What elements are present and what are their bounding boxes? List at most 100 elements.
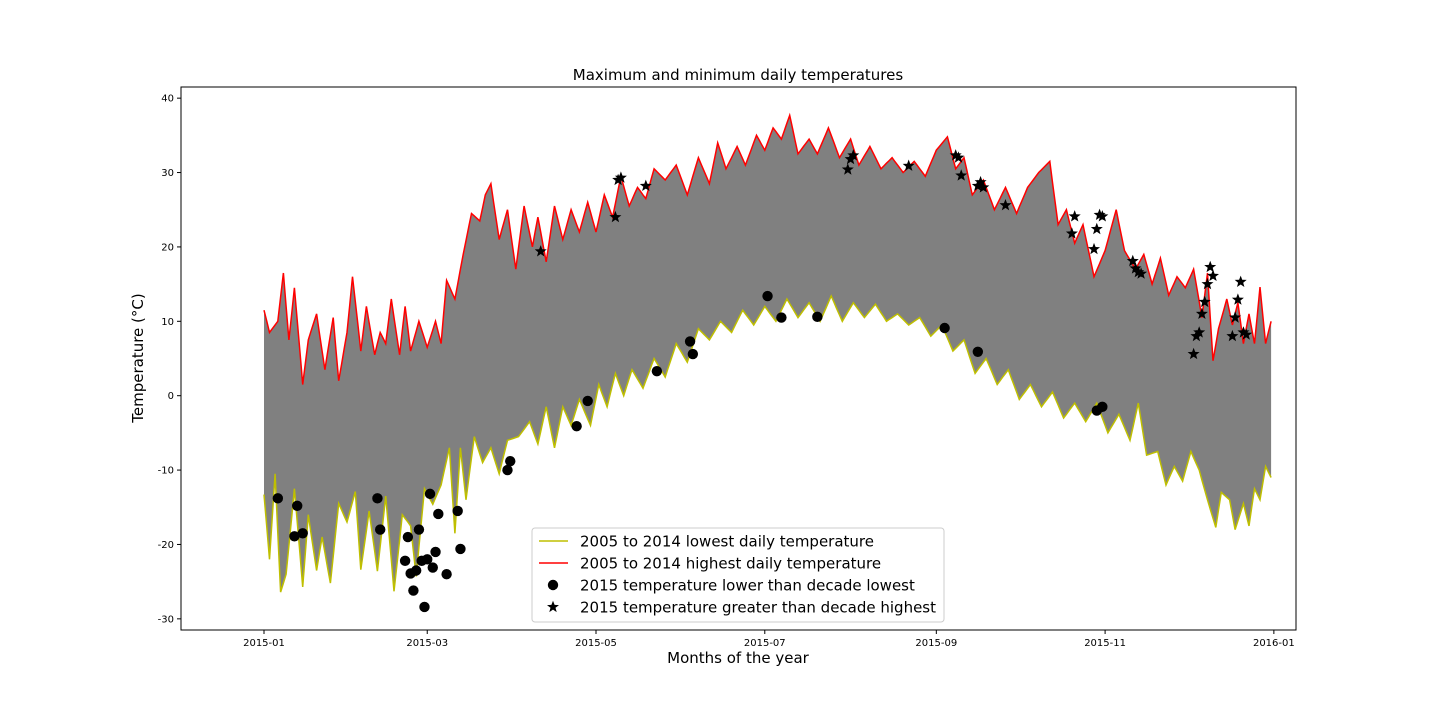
x-tick-label: 2015-11: [1084, 638, 1126, 649]
x-tick-label: 2015-01: [243, 638, 285, 649]
record-high-point: [841, 163, 854, 175]
legend-label: 2005 to 2014 lowest daily temperature: [580, 533, 874, 551]
record-low-point: [502, 464, 513, 476]
axes-frame: [180, 86, 1297, 631]
record-low-point: [422, 554, 433, 565]
chart-title: Maximum and minimum daily temperatures: [573, 66, 904, 84]
record-low-point: [297, 528, 308, 539]
x-tick-label: 2015-07: [744, 638, 786, 649]
record-low-point: [684, 336, 696, 347]
record-low-point: [582, 395, 593, 407]
record-low-point: [375, 524, 386, 535]
record-low-point: [762, 290, 773, 302]
record-high-point: [1234, 275, 1247, 287]
plot-area: [263, 112, 1272, 613]
x-tick-label: 2015-05: [575, 638, 617, 649]
record-low-point: [410, 565, 422, 576]
y-tick-label: -20: [158, 540, 174, 551]
y-axis-title: Temperature (°C): [129, 293, 147, 423]
record-high-point: [952, 151, 965, 163]
y-tick-label: 40: [161, 94, 174, 105]
record-high-point: [1065, 227, 1078, 239]
lines-layer: [263, 112, 1272, 593]
record-low-point: [651, 365, 663, 377]
record-high-point: [1135, 267, 1148, 279]
x-axis-ticks: 2015-01 2015-03 2015-05 2015-07 2015-09 2015-…: [243, 630, 1295, 649]
record-low-point: [427, 562, 438, 573]
record-low-point: [505, 455, 516, 467]
record-low-point: [399, 555, 411, 567]
record-high-point: [1237, 326, 1250, 338]
record-high-point: [1126, 254, 1139, 267]
record-high-point: [1195, 307, 1208, 319]
record-low-point: [430, 546, 441, 558]
y-tick-label: 20: [161, 242, 174, 253]
record-low-point: [1097, 401, 1108, 413]
fill-between-band: [264, 115, 1272, 593]
record-high-point: [612, 173, 625, 186]
record-high-point: [949, 149, 962, 161]
record-high-point: [614, 171, 627, 183]
record-low-point: [455, 543, 466, 555]
y-tick-label: -10: [158, 466, 174, 477]
x-axis-title: Months of the year: [667, 649, 810, 667]
record-high-point: [1201, 277, 1214, 290]
record-high-point: [1231, 293, 1244, 305]
y-tick-label: 0: [168, 391, 174, 402]
record-low-point: [413, 524, 425, 535]
record-high-point: [1187, 347, 1200, 360]
record-high-point: [1207, 269, 1219, 281]
record-high-point: [955, 169, 968, 181]
record-low-point: [441, 569, 452, 580]
y-tick-label: 10: [161, 317, 174, 328]
markers-layer: [272, 149, 1253, 613]
record-low-point: [408, 585, 419, 596]
record-low-point: [289, 531, 300, 542]
record-high-point: [847, 149, 860, 161]
record-high-point: [1093, 208, 1106, 220]
record-high-point: [1226, 329, 1239, 342]
record-high-point: [639, 179, 652, 191]
x-tick-label: 2015-03: [406, 638, 448, 649]
y-tick-label: -30: [158, 614, 174, 625]
fill-layer: [264, 115, 1272, 593]
record-high-point: [999, 199, 1012, 211]
x-tick-label: 2015-09: [915, 638, 957, 649]
record-high-point: [1240, 328, 1253, 340]
record-low-point: [272, 493, 284, 504]
record-high-point: [1132, 265, 1145, 278]
record-high-point: [977, 181, 990, 193]
y-axis-ticks: -30 -20 -10 0 10 20 30 40: [158, 94, 181, 625]
record-high-point: [1193, 326, 1206, 338]
record-high-point: [1068, 210, 1081, 222]
legend-swatch: [547, 579, 559, 591]
record-low-point: [776, 312, 787, 323]
series-line-lowest: [263, 294, 1272, 593]
record-low-point: [402, 531, 414, 543]
record-low-point: [292, 500, 303, 511]
legend-label: 2005 to 2014 highest daily temperature: [580, 555, 881, 573]
record-high-point: [609, 210, 622, 223]
record-high-point: [902, 159, 915, 171]
legend-label: 2015 temperature lower than decade lowes…: [580, 577, 915, 595]
legend-box: [531, 527, 945, 623]
record-high-point: [1090, 222, 1103, 235]
record-high-point: [534, 245, 547, 257]
record-high-point: [1204, 260, 1217, 273]
record-low-point: [939, 322, 950, 334]
x-tick-label: 2016-01: [1253, 638, 1295, 649]
record-high-point: [1129, 262, 1142, 274]
record-high-point: [974, 175, 987, 188]
record-low-point: [419, 601, 430, 613]
series-line-highest: [263, 112, 1272, 385]
record-low-point: [812, 311, 823, 323]
record-low-point: [433, 508, 444, 520]
legend-swatch: [547, 600, 559, 613]
record-low-point: [687, 348, 699, 360]
record-low-point: [452, 505, 463, 517]
legend-label: 2015 temperature greater than decade hig…: [580, 599, 936, 617]
record-high-point: [1088, 242, 1100, 255]
y-tick-label: 30: [161, 168, 174, 179]
record-low-point: [972, 346, 984, 358]
